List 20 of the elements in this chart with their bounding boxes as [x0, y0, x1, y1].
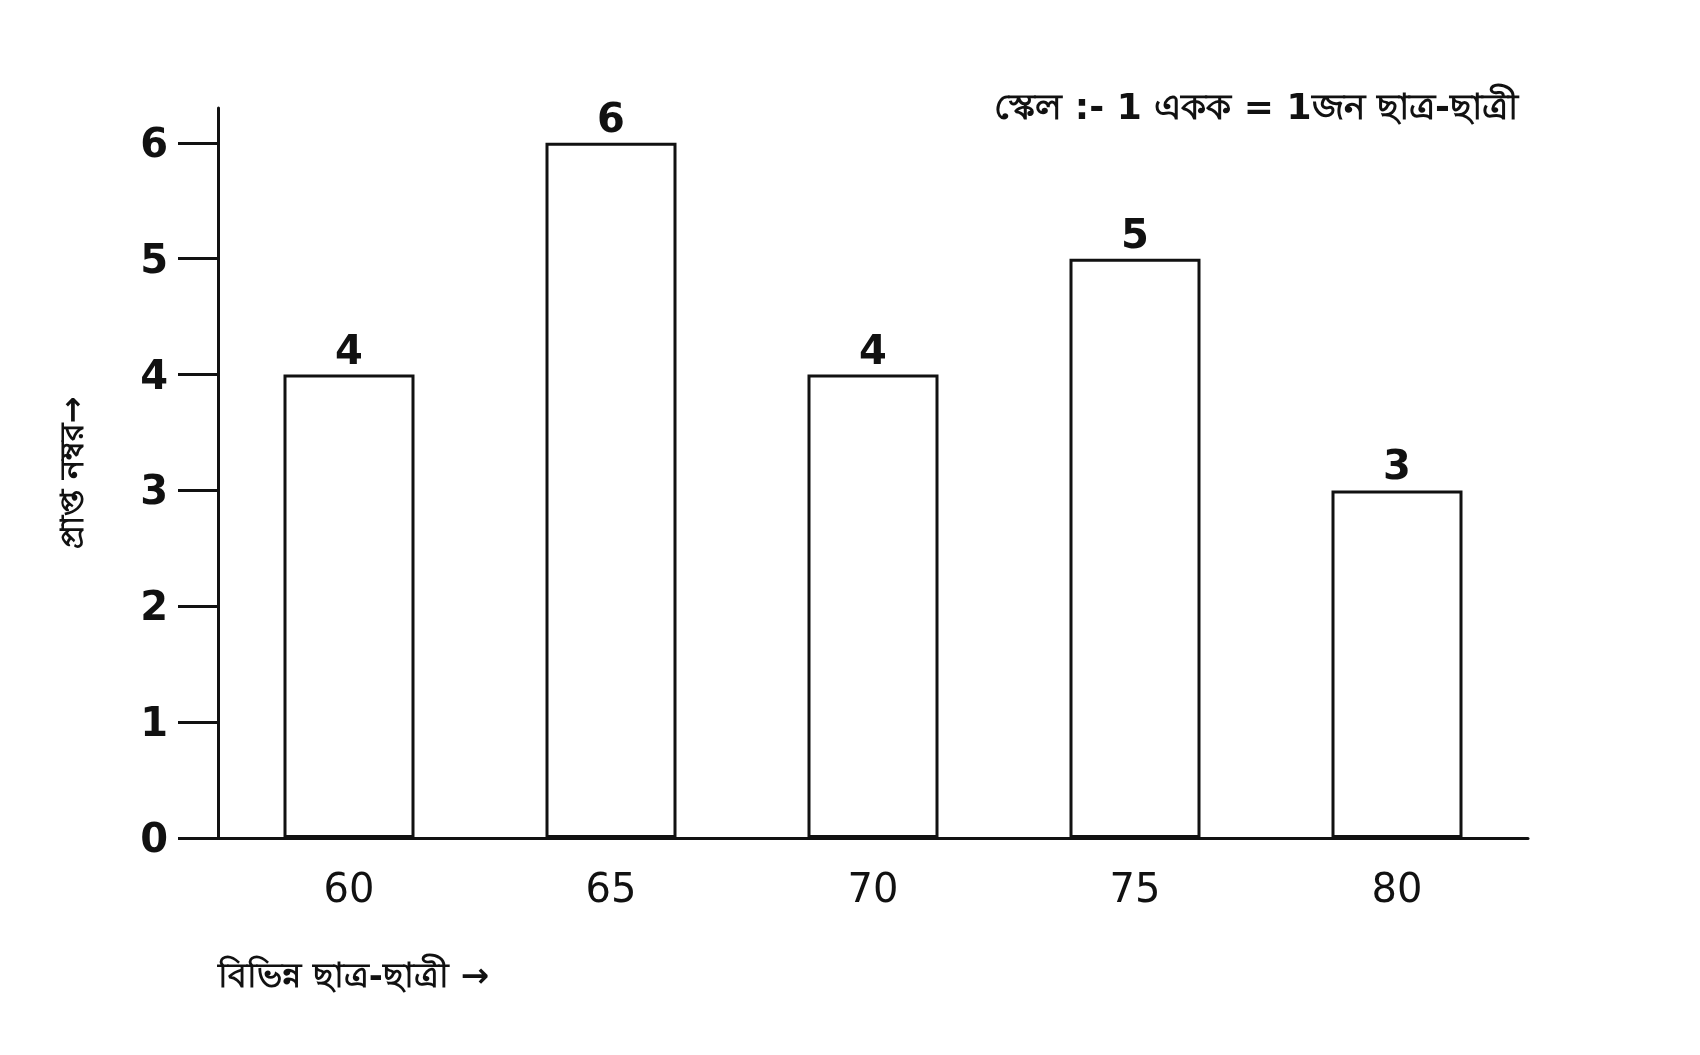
x-tick-label: 75 [1109, 865, 1161, 911]
data-label: 6 [597, 94, 625, 141]
y-tick-label: 6 [140, 119, 168, 166]
annotation: স্কেল :- 1 একক = 1জন ছাত্র-ছাত্রী [994, 82, 1520, 127]
data-label: 5 [1121, 210, 1149, 257]
y-tick-label: 5 [140, 235, 168, 282]
y-tick-label: 1 [140, 699, 168, 746]
y-tick-label: 3 [140, 467, 168, 514]
x-tick-label: 70 [847, 865, 899, 911]
data-label: 4 [859, 326, 887, 373]
x-tick-label: 60 [323, 865, 375, 911]
y-tick-label: 2 [140, 583, 168, 630]
x-axis-title: বিভিন্ন ছাত্র-ছাত্রী → [217, 953, 490, 995]
y-tick-label: 0 [140, 815, 168, 861]
y-tick-label: 4 [140, 351, 168, 398]
x-tick-label: 80 [1371, 865, 1423, 911]
data-label: 4 [335, 326, 363, 373]
x-tick-label: 65 [585, 865, 637, 911]
data-label: 3 [1383, 442, 1411, 489]
y-axis-title: প্রাপ্ত নম্বর→ [53, 396, 91, 550]
